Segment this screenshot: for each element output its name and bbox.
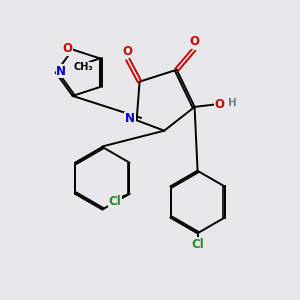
Text: CH₃: CH₃	[73, 62, 93, 72]
Text: O: O	[215, 98, 225, 111]
Text: Cl: Cl	[191, 238, 204, 251]
Text: O: O	[62, 42, 72, 56]
Text: N: N	[125, 112, 135, 125]
Text: H: H	[228, 98, 237, 108]
Text: O: O	[190, 35, 200, 48]
Text: N: N	[56, 65, 66, 78]
Text: O: O	[122, 44, 132, 58]
Text: Cl: Cl	[108, 195, 121, 208]
